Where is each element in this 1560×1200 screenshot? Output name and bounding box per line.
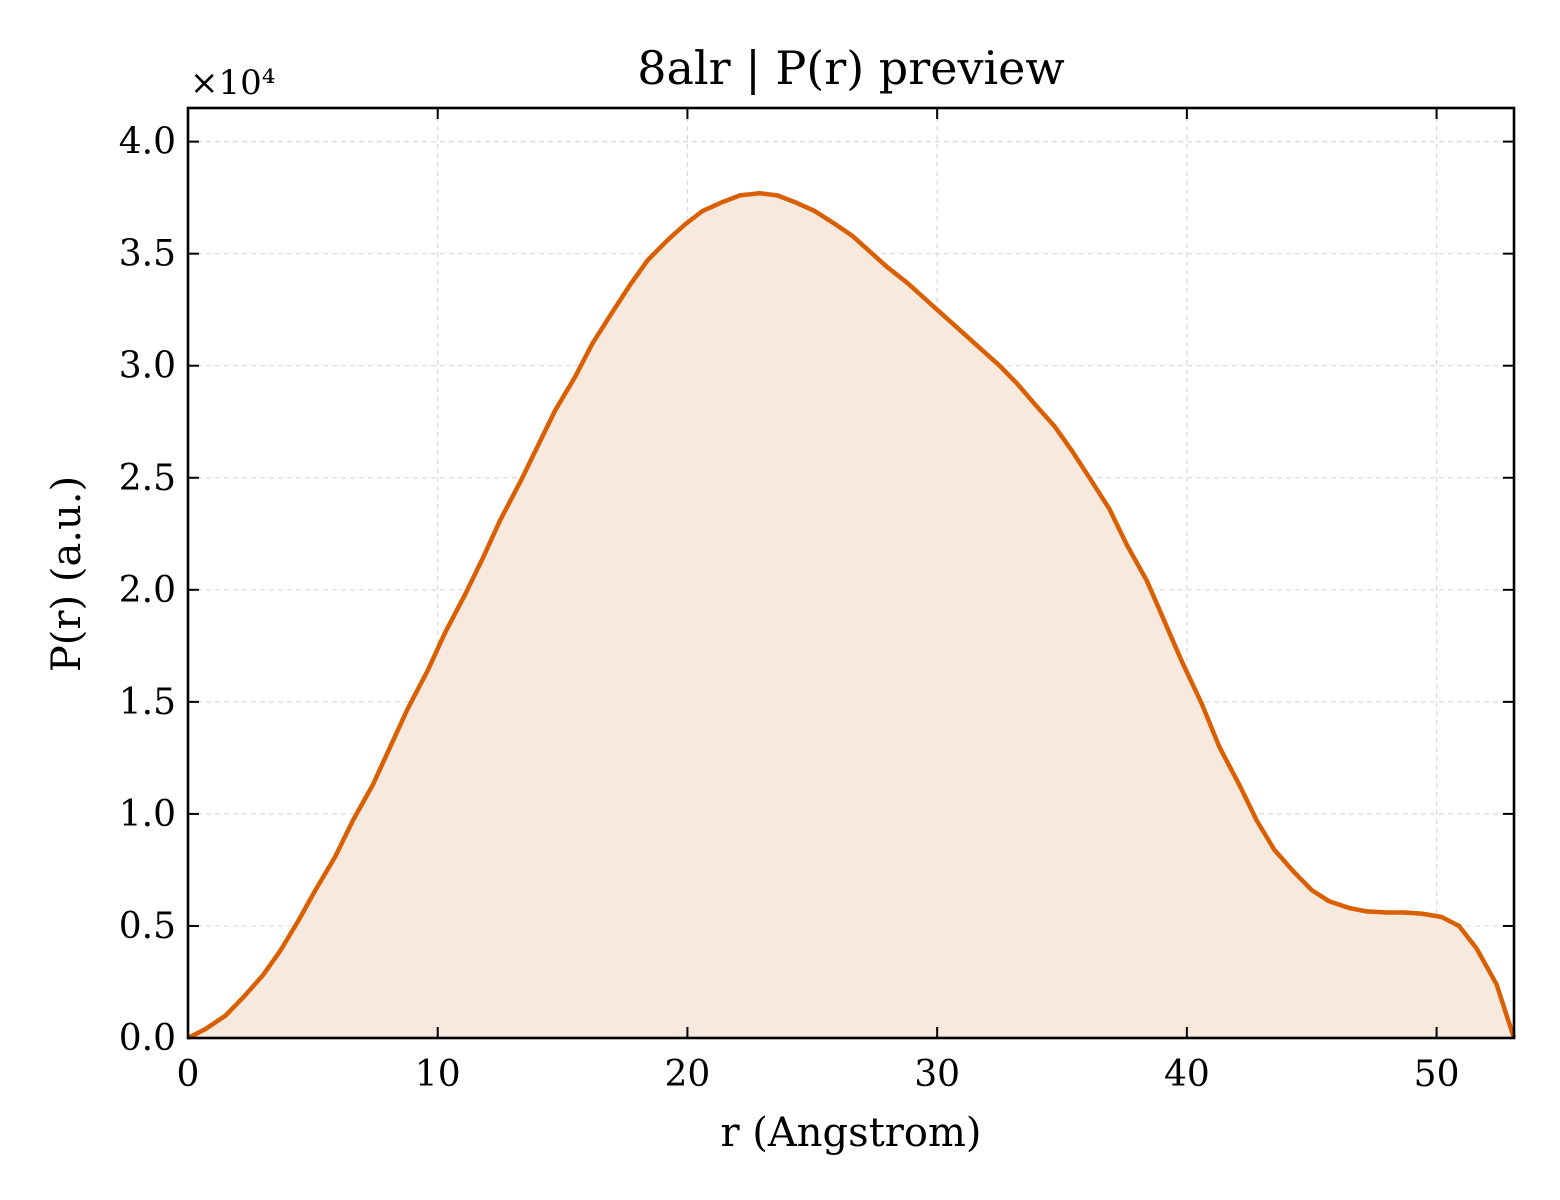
y-tick-label: 0.0 xyxy=(119,1018,176,1059)
y-tick-label: 2.0 xyxy=(119,570,176,611)
x-tick-label: 40 xyxy=(1164,1054,1210,1095)
y-axis-multiplier: ×10⁴ xyxy=(190,63,275,103)
y-tick-label: 3.5 xyxy=(119,234,176,275)
x-axis: 0 10 20 30 40 50 xyxy=(177,108,1460,1095)
y-tick-label: 2.5 xyxy=(119,458,176,499)
y-tick-label: 3.0 xyxy=(119,346,176,387)
plot-frame xyxy=(186,106,1516,1040)
x-tick-label: 50 xyxy=(1414,1054,1460,1095)
area-fill xyxy=(188,193,1514,1038)
x-tick-label: 0 xyxy=(177,1054,200,1095)
y-axis: 0.0 0.5 1.0 1.5 2.0 2.5 3.0 3.5 4.0 xyxy=(119,122,1514,1059)
y-tick-label: 0.5 xyxy=(119,906,176,947)
y-axis-label: P(r) (a.u.) xyxy=(44,476,90,672)
series-line xyxy=(186,190,1517,1041)
y-tick-label: 1.5 xyxy=(119,682,176,723)
x-tick-label: 30 xyxy=(914,1054,960,1095)
y-tick-label: 4.0 xyxy=(119,122,176,163)
x-tick-label: 20 xyxy=(665,1054,711,1095)
y-tick-label: 1.0 xyxy=(119,794,176,835)
x-tick-label: 10 xyxy=(415,1054,461,1095)
chart-title: 8alr | P(r) preview xyxy=(637,41,1065,95)
x-axis-label: r (Angstrom) xyxy=(720,1110,981,1156)
